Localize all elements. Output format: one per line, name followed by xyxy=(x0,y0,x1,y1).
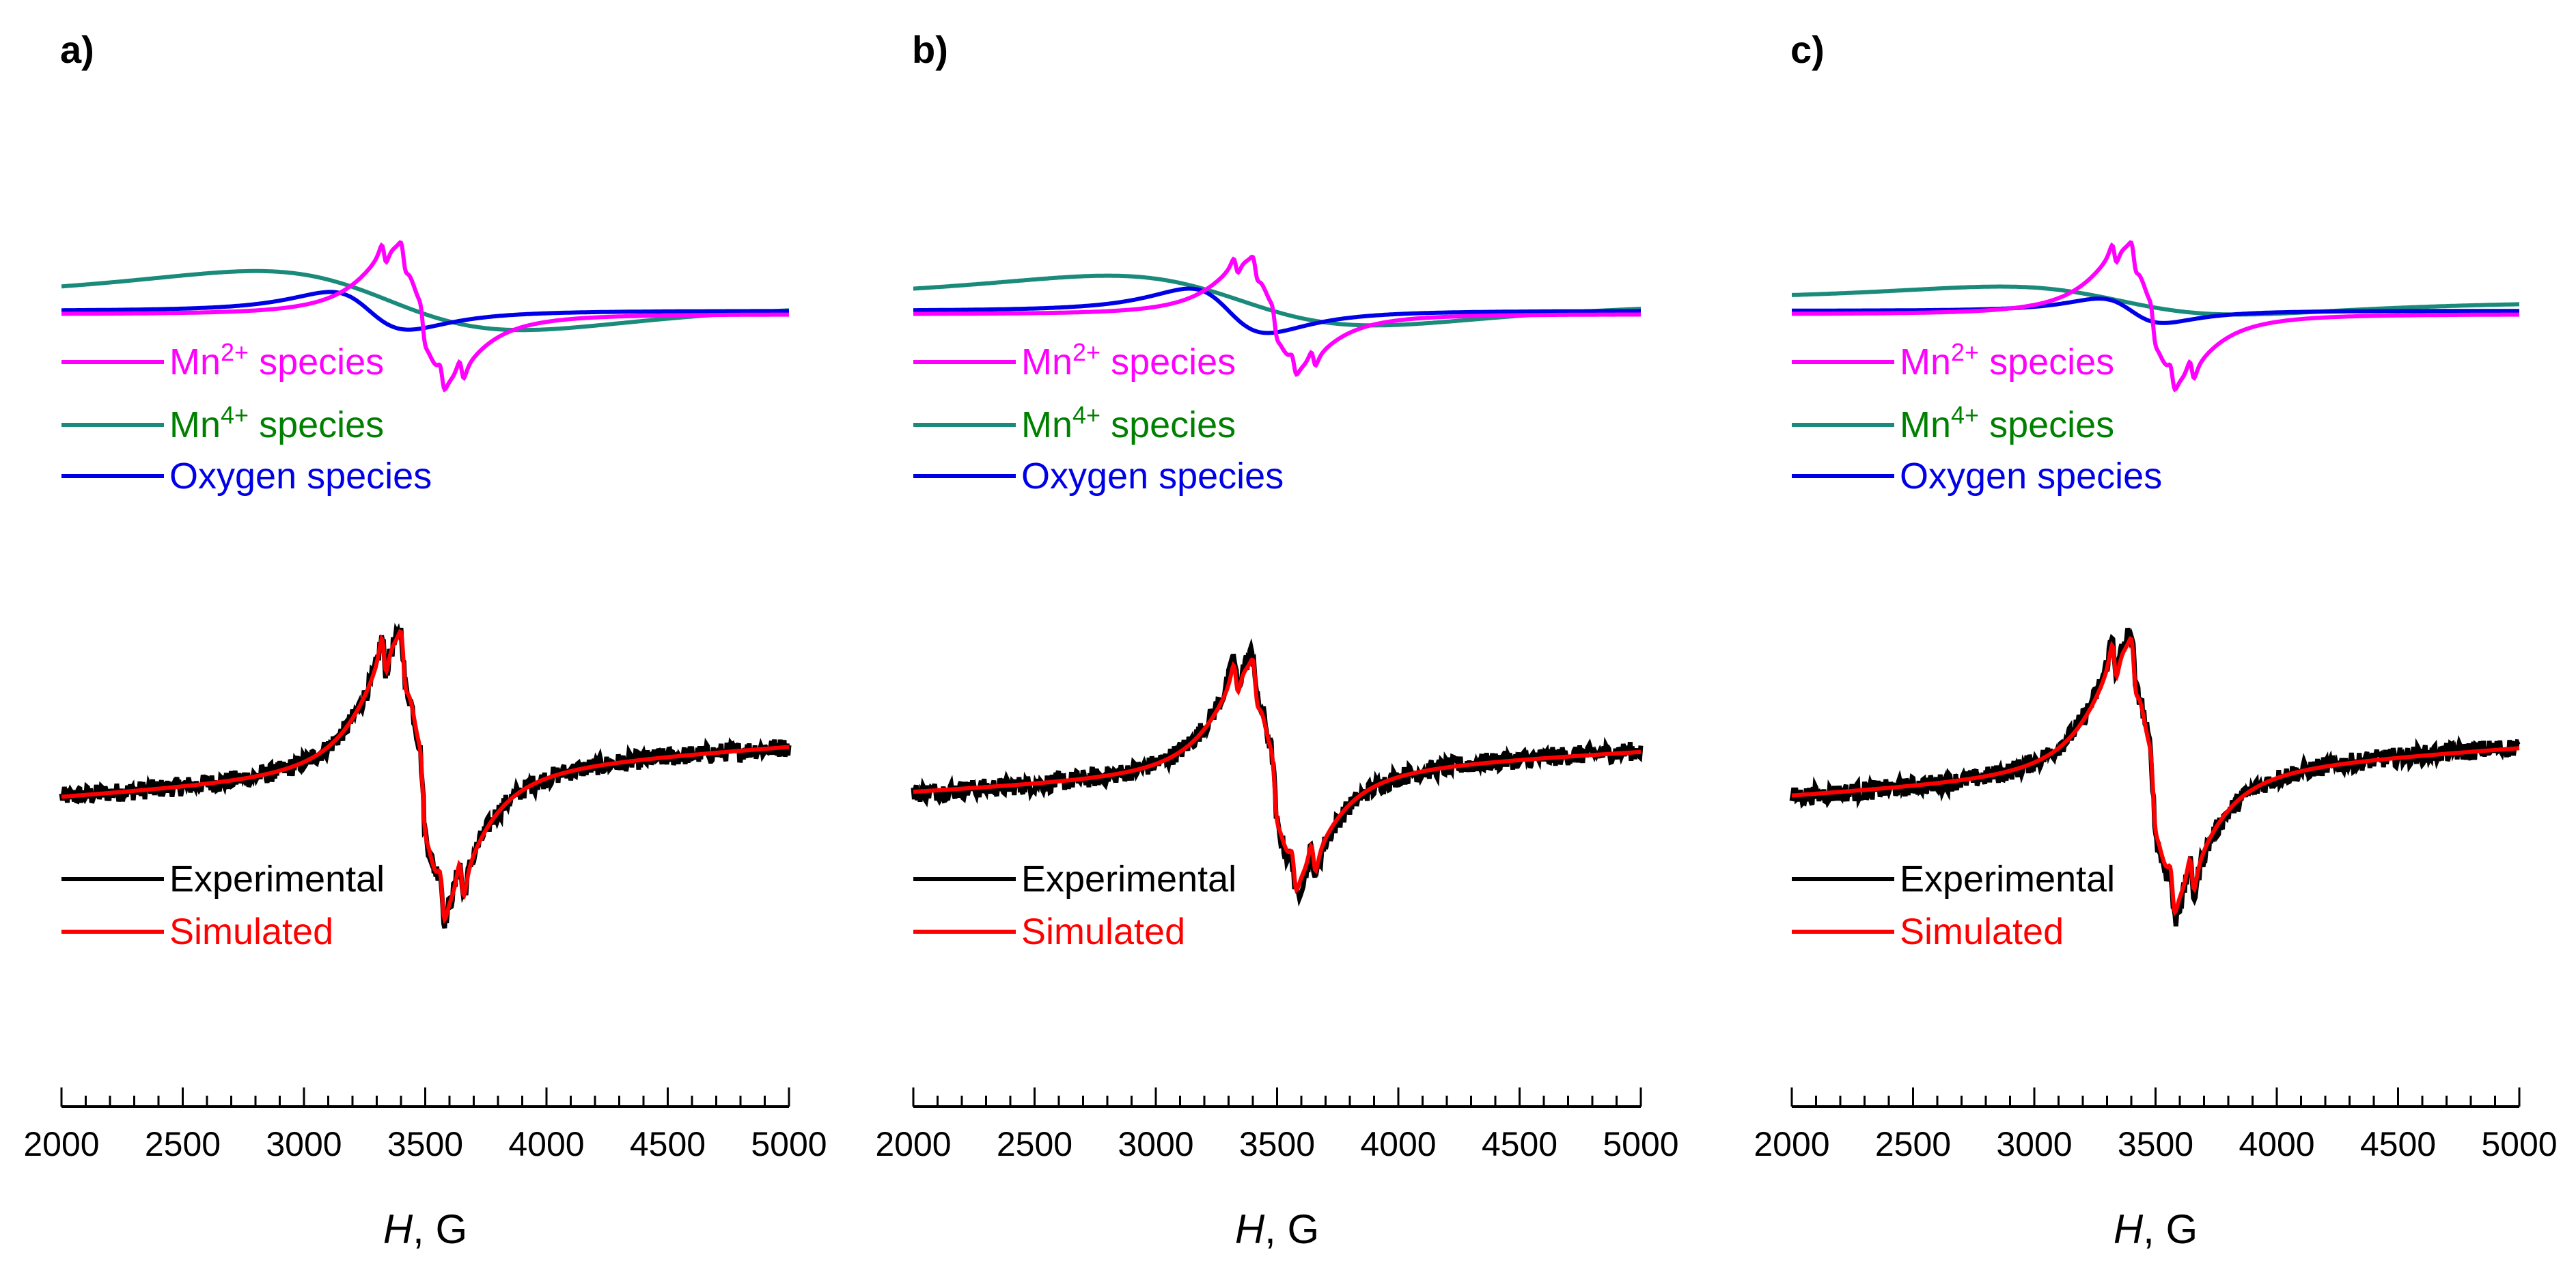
x-axis-title: H, G xyxy=(2114,1206,2198,1252)
tick-label: 3500 xyxy=(2118,1125,2193,1163)
legend-label-rest: species xyxy=(1100,404,1236,445)
tick-label: 3000 xyxy=(1118,1125,1193,1163)
legend-label-experimental: Experimental xyxy=(1900,859,2115,900)
panel-label: c) xyxy=(1790,28,1825,71)
mn4-species-line xyxy=(61,268,790,333)
simulated-line xyxy=(1791,636,2520,917)
x-axis-title: H, G xyxy=(383,1206,467,1252)
x-axis-title-unit: , G xyxy=(2143,1206,2198,1252)
tick-label: 4500 xyxy=(630,1125,706,1163)
tick-label: 4000 xyxy=(508,1125,584,1163)
tick-label: 3500 xyxy=(1239,1125,1315,1163)
legend-label-superscript: 2+ xyxy=(1951,338,1979,366)
tick-label: 2000 xyxy=(875,1125,951,1163)
x-axis-title-symbol: H xyxy=(1235,1206,1265,1252)
legend-label-main: Mn xyxy=(169,342,221,383)
tick-label: 4500 xyxy=(2360,1125,2436,1163)
oxygen-species-line xyxy=(1792,296,2519,325)
x-axis-title-unit: , G xyxy=(1264,1206,1319,1252)
x-axis-title-unit: , G xyxy=(413,1206,467,1252)
legend-label-main: Oxygen species xyxy=(1900,456,2162,497)
legend-label-mn4: Mn4+ species xyxy=(1021,401,1236,446)
legend-label-oxygen: Oxygen species xyxy=(1900,456,2162,497)
legend-label-main: Oxygen species xyxy=(169,456,432,497)
legend-label-main: Mn xyxy=(1900,342,1951,383)
legend-label-superscript: 2+ xyxy=(221,338,249,366)
tick-label: 2500 xyxy=(997,1125,1072,1163)
legend-label-mn4: Mn4+ species xyxy=(169,401,384,446)
x-axis-title: H, G xyxy=(1235,1206,1319,1252)
simulated-line xyxy=(61,628,790,924)
mn2-species-line xyxy=(61,240,789,393)
legend-label-mn2: Mn2+ species xyxy=(1900,338,2114,383)
legend-label-oxygen: Oxygen species xyxy=(169,456,432,497)
legend-label-experimental: Experimental xyxy=(1021,859,1236,900)
tick-label: 5000 xyxy=(751,1125,827,1163)
legend-label-main: Oxygen species xyxy=(1021,456,1284,497)
legend-label-superscript: 4+ xyxy=(221,401,249,429)
tick-label: 4500 xyxy=(1482,1125,1557,1163)
tick-label: 3000 xyxy=(1996,1125,2072,1163)
legend-label-main: Mn xyxy=(1900,404,1951,445)
tick-label: 4000 xyxy=(1360,1125,1436,1163)
tick-label: 2000 xyxy=(23,1125,99,1163)
tick-label: 2500 xyxy=(1875,1125,1951,1163)
panel-label: a) xyxy=(60,28,94,71)
x-axis-title-symbol: H xyxy=(383,1206,413,1252)
simulated-line xyxy=(913,657,1642,894)
oxygen-species-line xyxy=(61,290,789,332)
legend-label-rest: species xyxy=(1979,404,2114,445)
tick-label: 5000 xyxy=(2481,1125,2557,1163)
tick-label: 4000 xyxy=(2239,1125,2314,1163)
tick-label: 2000 xyxy=(1754,1125,1829,1163)
tick-label: 2500 xyxy=(145,1125,221,1163)
tick-label: 3000 xyxy=(266,1125,342,1163)
legend-label-mn2: Mn2+ species xyxy=(169,338,384,383)
mn4-species-line xyxy=(1792,284,2519,317)
legend-label-simulated: Simulated xyxy=(1021,911,1185,952)
legend-label-superscript: 4+ xyxy=(1072,401,1100,429)
legend-label-simulated: Simulated xyxy=(1900,911,2064,952)
panel-label: b) xyxy=(912,28,948,71)
legend-label-main: Mn xyxy=(1021,404,1072,445)
legend-label-rest: species xyxy=(249,404,384,445)
mn2-species-line xyxy=(913,254,1641,377)
legend-label-rest: species xyxy=(1979,342,2114,383)
mn4-species-line xyxy=(913,273,1641,328)
legend-label-simulated: Simulated xyxy=(169,911,333,952)
mn2-species-line xyxy=(1792,240,2519,393)
tick-label: 5000 xyxy=(1603,1125,1678,1163)
x-axis-title-symbol: H xyxy=(2114,1206,2144,1252)
legend-label-superscript: 2+ xyxy=(1072,338,1100,366)
legend-label-mn4: Mn4+ species xyxy=(1900,401,2114,446)
tick-label: 3500 xyxy=(387,1125,463,1163)
legend-label-rest: species xyxy=(1100,342,1236,383)
legend-label-rest: species xyxy=(249,342,384,383)
legend-label-main: Mn xyxy=(169,404,221,445)
legend-label-mn2: Mn2+ species xyxy=(1021,338,1236,383)
legend-label-main: Mn xyxy=(1021,342,1072,383)
legend-label-superscript: 4+ xyxy=(1951,401,1979,429)
legend-label-oxygen: Oxygen species xyxy=(1021,456,1284,497)
legend-label-experimental: Experimental xyxy=(169,859,385,900)
